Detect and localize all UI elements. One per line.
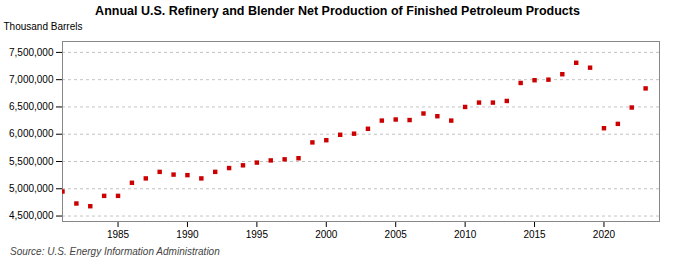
svg-text:5,000,000: 5,000,000 — [9, 183, 54, 194]
svg-text:5,500,000: 5,500,000 — [9, 156, 54, 167]
svg-text:1985: 1985 — [107, 229, 130, 240]
svg-text:Thousand Barrels: Thousand Barrels — [4, 21, 83, 32]
html-text:Annual U.S. Refinery and Blend: Annual U.S. Refinery and Blender Net Pro… — [95, 4, 580, 18]
svg-text:2015: 2015 — [523, 229, 546, 240]
svg-text:2005: 2005 — [385, 229, 408, 240]
svg-text:1995: 1995 — [246, 229, 269, 240]
svg-text:7,000,000: 7,000,000 — [9, 74, 54, 85]
svg-text:1990: 1990 — [176, 229, 199, 240]
svg-text:2010: 2010 — [454, 229, 477, 240]
svg-text:6,000,000: 6,000,000 — [9, 128, 54, 139]
svg-text:6,500,000: 6,500,000 — [9, 101, 54, 112]
svg-text:2020: 2020 — [593, 229, 616, 240]
svg-text:4,500,000: 4,500,000 — [9, 210, 54, 221]
svg-text:2000: 2000 — [315, 229, 338, 240]
html-text:Source: U.S. Energy Informatio: Source: U.S. Energy Information Administ… — [10, 246, 220, 257]
svg-text:7,500,000: 7,500,000 — [9, 47, 54, 58]
